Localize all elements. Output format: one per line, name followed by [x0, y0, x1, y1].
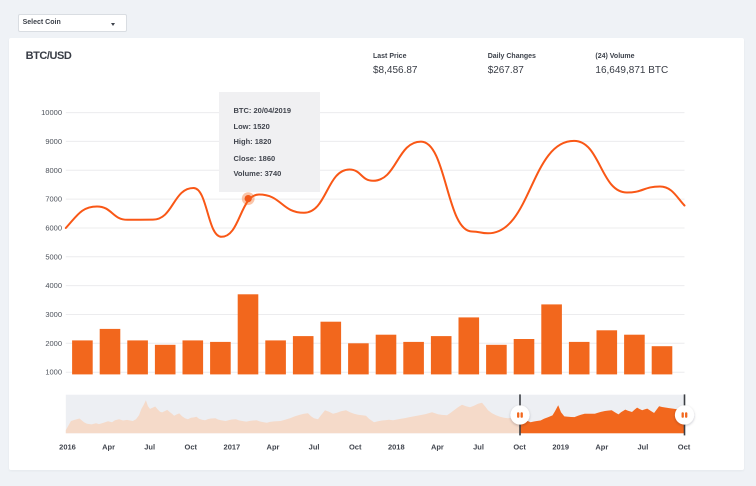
svg-text:2017: 2017: [224, 443, 241, 452]
svg-text:9000: 9000: [45, 137, 62, 146]
svg-text:Apr: Apr: [595, 443, 608, 452]
svg-text:3000: 3000: [45, 310, 62, 319]
svg-text:Oct: Oct: [349, 443, 362, 452]
svg-text:Oct: Oct: [678, 443, 691, 452]
svg-text:2000: 2000: [45, 339, 62, 348]
svg-text:4000: 4000: [45, 281, 62, 290]
svg-text:Jul: Jul: [309, 443, 320, 452]
svg-text:7000: 7000: [45, 195, 62, 204]
svg-text:6000: 6000: [45, 224, 62, 233]
svg-text:Oct: Oct: [185, 443, 198, 452]
svg-text:5000: 5000: [45, 252, 62, 261]
svg-text:8000: 8000: [45, 166, 62, 175]
svg-text:2019: 2019: [552, 443, 569, 452]
svg-text:2016: 2016: [59, 443, 76, 452]
svg-text:1000: 1000: [45, 368, 62, 377]
svg-text:Oct: Oct: [513, 443, 526, 452]
svg-text:Jul: Jul: [637, 443, 648, 452]
svg-text:2018: 2018: [388, 443, 405, 452]
svg-text:Apr: Apr: [267, 443, 280, 452]
svg-text:Jul: Jul: [473, 443, 484, 452]
svg-text:Jul: Jul: [144, 443, 155, 452]
svg-text:10000: 10000: [41, 108, 62, 117]
svg-text:Apr: Apr: [102, 443, 115, 452]
svg-text:Apr: Apr: [431, 443, 444, 452]
